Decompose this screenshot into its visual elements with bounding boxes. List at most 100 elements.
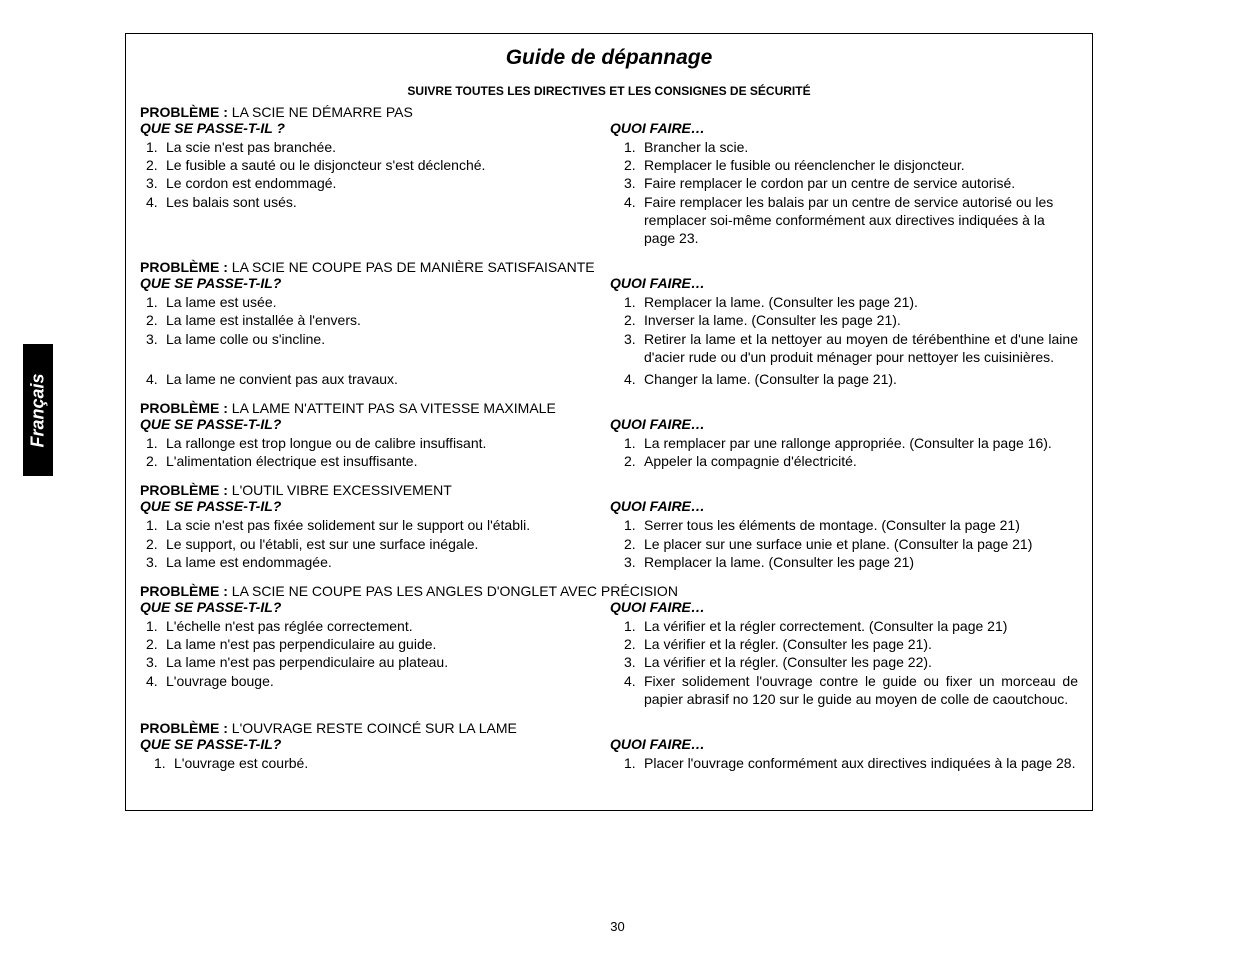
problem-label: PROBLÈME :: [140, 259, 232, 275]
item-number: 2.: [624, 535, 644, 553]
item-number: 1.: [624, 434, 644, 452]
item-row-pair: 1.L'ouvrage est courbé.1.Placer l'ouvrag…: [140, 754, 1078, 772]
what-to-do-header: QUOI FAIRE…: [610, 498, 1078, 514]
cause-cell: 1.La scie n'est pas fixée solidement sur…: [140, 516, 610, 534]
item-row-pair: 1.La lame est usée.1.Remplacer la lame. …: [140, 293, 1078, 311]
item-number: 4.: [146, 370, 166, 388]
fix-text: Remplacer la lame. (Consulter les page 2…: [644, 293, 1078, 311]
cause-text: La lame n'est pas perpendiculaire au gui…: [166, 635, 610, 653]
item-number: 1.: [146, 516, 166, 534]
fix-cell: 2.Inverser la lame. (Consulter les page …: [610, 311, 1078, 329]
problem-line: PROBLÈME : LA SCIE NE DÉMARRE PAS: [140, 104, 1078, 120]
item-number: 1.: [154, 754, 174, 772]
cause-text: Le support, ou l'établi, est sur une sur…: [166, 535, 610, 553]
item-row-pair: 4.Les balais sont usés.4.Faire remplacer…: [140, 193, 1078, 248]
item-row-pair: 3.La lame est endommagée. 3.Remplacer la …: [140, 553, 1078, 571]
problem-text: LA SCIE NE COUPE PAS DE MANIÈRE SATISFAI…: [232, 259, 595, 275]
fix-text: Inverser la lame. (Consulter les page 21…: [644, 311, 1078, 329]
troubleshoot-section: PROBLÈME : LA SCIE NE COUPE PAS DE MANIÈ…: [140, 259, 1078, 388]
item-row-pair: 1.La scie n'est pas fixée solidement sur…: [140, 516, 1078, 534]
item-row-pair: 3.La lame n'est pas perpendiculaire au p…: [140, 653, 1078, 671]
problem-text: LA SCIE NE COUPE PAS LES ANGLES D'ONGLET…: [232, 583, 678, 599]
page-number: 30: [0, 919, 1235, 934]
fix-text: Brancher la scie.: [644, 138, 1078, 156]
what-happens-header: QUE SE PASSE-T-IL?: [140, 416, 610, 432]
troubleshoot-section: PROBLÈME : L'OUVRAGE RESTE COINCÉ SUR LA…: [140, 720, 1078, 772]
problem-line: PROBLÈME : LA SCIE NE COUPE PAS DE MANIÈ…: [140, 259, 1078, 275]
problem-label: PROBLÈME :: [140, 104, 232, 120]
fix-text: La vérifier et la régler. (Consulter les…: [644, 653, 1078, 671]
item-row-pair: 1.La rallonge est trop longue ou de cali…: [140, 434, 1078, 452]
language-tab: Français: [23, 344, 53, 476]
item-row-pair: 1.L'échelle n'est pas réglée correctemen…: [140, 617, 1078, 635]
cause-item: 1.La rallonge est trop longue ou de cali…: [146, 434, 610, 452]
cause-cell: 4.Les balais sont usés.: [140, 193, 610, 248]
fix-item: 4.Fixer solidement l'ouvrage contre le g…: [624, 672, 1078, 708]
cause-text: L'alimentation électrique est insuffisan…: [166, 452, 610, 470]
cause-item: 1.La scie n'est pas fixée solidement sur…: [146, 516, 610, 534]
fix-cell: 3.Faire remplacer le cordon par un centr…: [610, 174, 1078, 192]
item-number: 4.: [624, 193, 644, 248]
fix-item: 2.Appeler la compagnie d'électricité.: [624, 452, 1078, 470]
fix-cell: 2.Le placer sur une surface unie et plan…: [610, 535, 1078, 553]
fix-cell: 2.Appeler la compagnie d'électricité.: [610, 452, 1078, 470]
item-row-pair: 4.La lame ne convient pas aux travaux.4.…: [140, 370, 1078, 388]
item-number: 3.: [146, 553, 166, 571]
cause-text: La lame ne convient pas aux travaux.: [166, 370, 610, 388]
troubleshoot-section: PROBLÈME : L'OUTIL VIBRE EXCESSIVEMENTQU…: [140, 482, 1078, 571]
item-row-pair: 1.La scie n'est pas branchée.1.Brancher …: [140, 138, 1078, 156]
page-root: Français Guide de dépannage SUIVRE TOUTE…: [0, 0, 1235, 954]
what-to-do-header: QUOI FAIRE…: [610, 120, 1078, 136]
item-number: 1.: [146, 293, 166, 311]
what-to-do-header: QUOI FAIRE…: [610, 416, 1078, 432]
cause-cell: 1.La lame est usée.: [140, 293, 610, 311]
cause-item: 2.La lame n'est pas perpendiculaire au g…: [146, 635, 610, 653]
cause-item: 3.La lame est endommagée.: [146, 553, 610, 571]
fix-cell: 1.Remplacer la lame. (Consulter les page…: [610, 293, 1078, 311]
fix-cell: 3.Remplacer la lame. (Consulter les page…: [610, 553, 1078, 571]
cause-item: 4.La lame ne convient pas aux travaux.: [146, 370, 610, 388]
cause-cell: 3.La lame colle ou s'incline.: [140, 330, 610, 366]
item-number: 3.: [624, 174, 644, 192]
cause-item: 1.La scie n'est pas branchée.: [146, 138, 610, 156]
item-row-pair: 2.La lame n'est pas perpendiculaire au g…: [140, 635, 1078, 653]
item-number: 1.: [146, 138, 166, 156]
fix-text: Remplacer le fusible ou réenclencher le …: [644, 156, 1078, 174]
item-row-pair: 3.Le cordon est endommagé.3.Faire rempla…: [140, 174, 1078, 192]
item-row-pair: 2.Le fusible a sauté ou le disjoncteur s…: [140, 156, 1078, 174]
cause-item: 4.L'ouvrage bouge.: [146, 672, 610, 690]
item-number: 4.: [146, 672, 166, 690]
cause-cell: 2.La lame est installée à l'envers.: [140, 311, 610, 329]
fix-item: 1.Serrer tous les éléments de montage. (…: [624, 516, 1078, 534]
fix-cell: 3.La vérifier et la régler. (Consulter l…: [610, 653, 1078, 671]
problem-line: PROBLÈME : LA SCIE NE COUPE PAS LES ANGL…: [140, 583, 1078, 599]
fix-text: Placer l'ouvrage conformément aux direct…: [644, 754, 1078, 772]
item-number: 1.: [624, 754, 644, 772]
fix-item: 3.Retirer la lame et la nettoyer au moye…: [624, 330, 1078, 366]
fix-cell: 1.Serrer tous les éléments de montage. (…: [610, 516, 1078, 534]
cause-text: La lame est installée à l'envers.: [166, 311, 610, 329]
item-number: 3.: [146, 330, 166, 348]
cause-cell: 4.La lame ne convient pas aux travaux.: [140, 370, 610, 388]
item-number: 2.: [146, 535, 166, 553]
cause-cell: 1.L'ouvrage est courbé.: [140, 754, 610, 772]
item-row-pair: 3.La lame colle ou s'incline. 3.Retirer l…: [140, 330, 1078, 366]
problem-text: LA SCIE NE DÉMARRE PAS: [232, 104, 413, 120]
fix-text: Faire remplacer le cordon par un centre …: [644, 174, 1078, 192]
item-number: 3.: [624, 330, 644, 366]
item-number: 2.: [146, 311, 166, 329]
fix-item: 3.Remplacer la lame. (Consulter les page…: [624, 553, 1078, 571]
fix-cell: 1.Brancher la scie.: [610, 138, 1078, 156]
section-header-row: QUE SE PASSE-T-IL?QUOI FAIRE…: [140, 275, 1078, 293]
item-row-pair: 2.La lame est installée à l'envers.2.Inv…: [140, 311, 1078, 329]
problem-text: L'OUTIL VIBRE EXCESSIVEMENT: [232, 482, 452, 498]
fix-item: 4.Changer la lame. (Consulter la page 21…: [624, 370, 1078, 388]
cause-text: La lame est endommagée.: [166, 553, 610, 571]
problem-label: PROBLÈME :: [140, 720, 232, 736]
fix-cell: 1.Placer l'ouvrage conformément aux dire…: [610, 754, 1078, 772]
cause-cell: 4.L'ouvrage bouge.: [140, 672, 610, 708]
cause-cell: 1.L'échelle n'est pas réglée correctemen…: [140, 617, 610, 635]
section-header-row: QUE SE PASSE-T-IL?QUOI FAIRE…: [140, 498, 1078, 516]
what-to-do-header: QUOI FAIRE…: [610, 275, 1078, 291]
troubleshoot-section: PROBLÈME : LA LAME N'ATTEINT PAS SA VITE…: [140, 400, 1078, 470]
